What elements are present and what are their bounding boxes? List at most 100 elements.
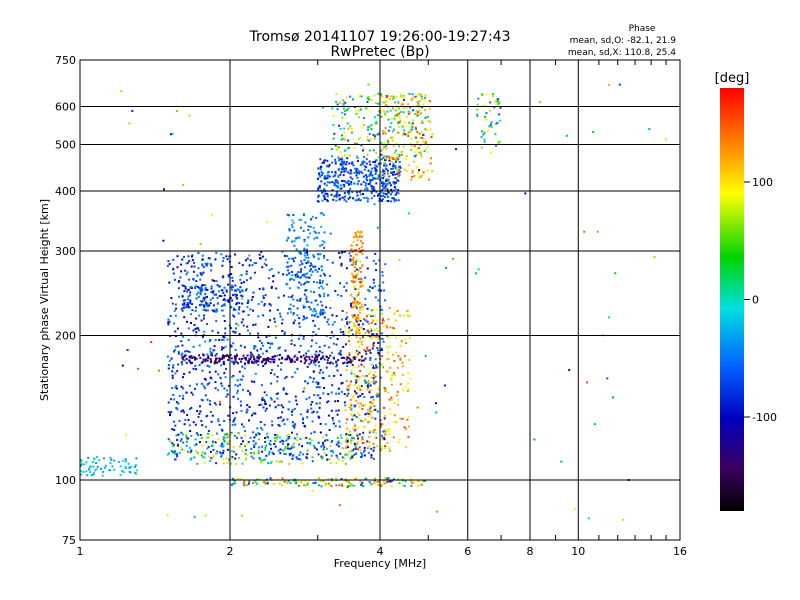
data-point [174,314,177,317]
data-point [167,260,170,263]
data-point [361,305,364,308]
data-point [353,286,356,289]
data-point [533,438,536,441]
data-point [194,327,197,330]
data-point [291,226,294,228]
data-point [341,318,344,321]
data-point [320,357,322,360]
data-point [424,109,427,112]
data-point [422,103,425,106]
data-point [352,256,355,259]
data-point [331,384,334,387]
data-point [302,453,305,456]
data-point [337,168,340,171]
data-point [402,95,405,98]
data-point [183,299,186,302]
data-point [252,452,255,455]
data-point [421,121,424,124]
data-point [342,174,345,177]
data-point [313,357,316,360]
data-point [292,298,295,301]
data-point [337,400,339,402]
data-point [330,478,333,480]
data-point [369,406,372,409]
data-point [208,381,211,384]
data-point [378,199,381,202]
data-point [295,248,298,251]
data-point [489,101,492,104]
data-point [405,158,408,161]
data-point [333,114,335,117]
data-point [79,470,82,473]
data-point [360,355,363,358]
data-point [361,303,364,306]
data-point [411,126,414,128]
data-point [215,320,218,323]
data-point [370,170,373,173]
data-point [261,428,264,431]
data-point [331,451,334,454]
data-point [267,360,270,362]
data-point [341,456,344,459]
data-point [321,311,324,314]
data-point [492,93,495,95]
data-point [209,411,212,413]
data-point [240,436,243,439]
data-point [366,189,369,192]
data-point [200,319,203,322]
data-point [277,423,280,426]
data-point [292,257,294,260]
data-point [365,315,368,318]
data-point [381,322,384,325]
data-point [345,432,348,435]
data-point [363,395,366,398]
data-point [288,257,291,260]
data-point [189,299,192,302]
data-point [282,388,285,391]
data-point [315,448,318,451]
data-point [367,451,370,454]
data-point [278,449,280,451]
data-point [324,198,326,201]
data-point [345,404,348,407]
data-point [269,319,271,322]
data-point [210,457,213,460]
data-point [199,441,201,444]
data-point [221,276,224,279]
data-point [191,357,194,359]
data-point [337,359,340,362]
data-point [349,125,352,128]
data-point [125,433,127,436]
data-point [393,171,395,173]
data-point [178,419,181,422]
data-point [270,372,272,375]
data-point [497,102,500,105]
data-point [355,307,358,310]
data-point [377,341,380,344]
data-point [358,291,360,294]
data-point [373,382,376,385]
x-tick-label: 10 [571,545,585,558]
data-point [346,356,349,359]
data-point [317,381,320,384]
data-point [387,118,390,121]
data-point [215,403,218,406]
data-point [277,404,280,407]
data-point [273,317,276,320]
data-point [366,153,369,156]
data-point [355,446,357,449]
data-point [249,358,252,361]
data-point [359,94,362,96]
data-point [274,438,277,441]
data-point [355,243,358,246]
data-point [314,269,317,271]
data-point [306,453,309,456]
data-point [345,96,348,99]
data-point [323,344,326,347]
data-point [298,317,301,320]
data-point [173,398,176,401]
data-point [184,269,187,272]
data-point [325,454,328,457]
data-point [373,203,376,206]
data-point [276,364,279,367]
